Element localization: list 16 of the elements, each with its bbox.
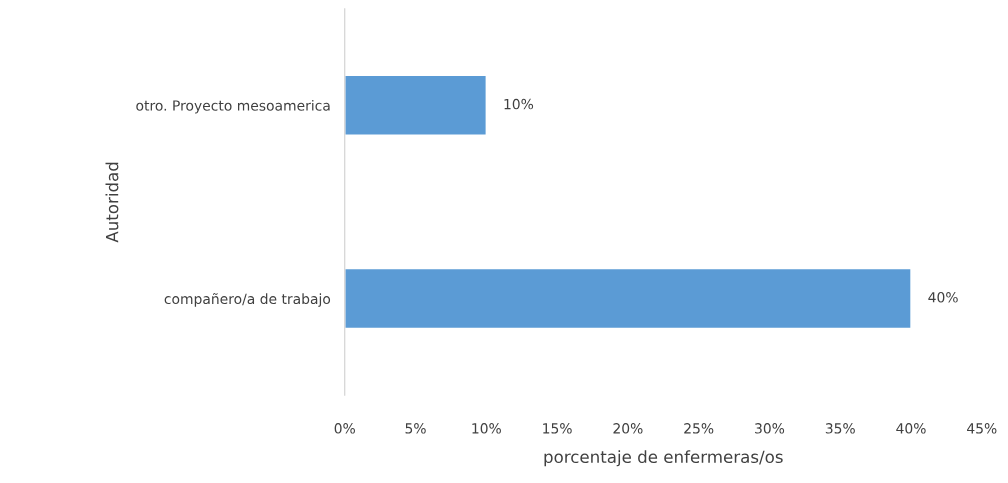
data-label: 40% [928,292,958,303]
x-axis-title: porcentaje de enfermeras/os [544,450,783,467]
y-tick-label: compañero/a de trabajo [164,293,331,307]
x-tick-label: 20% [613,423,643,434]
x-tick-label: 35% [825,423,855,434]
x-tick-label: 45% [967,423,997,434]
y-axis-title: Autoridad [105,162,119,243]
x-tick-label: 15% [543,423,572,434]
x-tick-label: 0% [334,423,355,434]
data-label: 10% [504,98,534,110]
x-tick-label: 25% [684,423,714,434]
y-tick-label: otro. Proyecto mesoamerica [136,100,330,114]
x-tick-label: 10% [472,423,501,434]
x-tick-label: 40% [896,423,926,434]
x-tick-label: 5% [405,423,426,434]
x-tick-label: 30% [755,423,785,434]
